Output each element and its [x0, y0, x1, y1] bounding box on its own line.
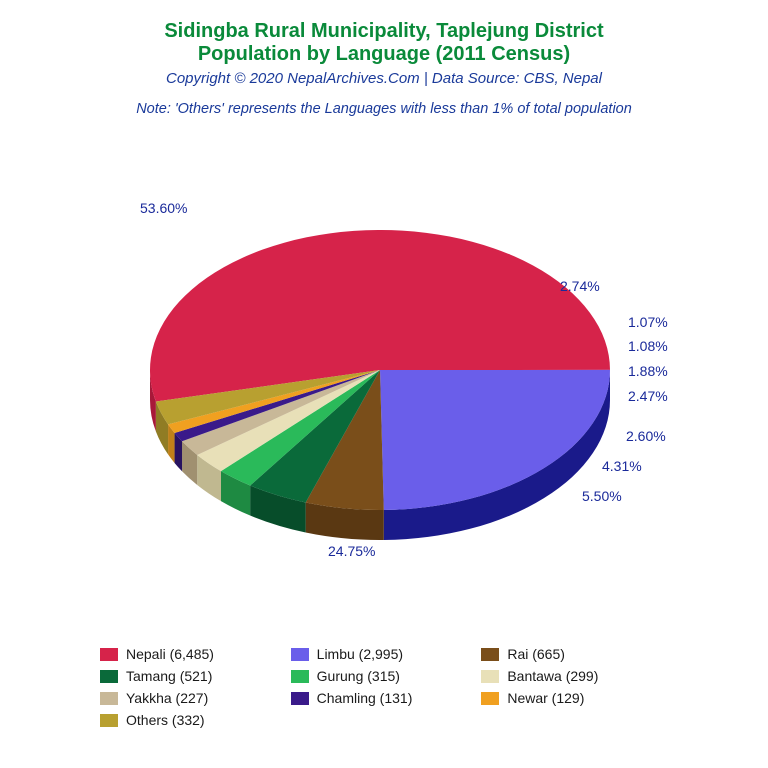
- legend-swatch: [100, 692, 118, 705]
- legend-label: Others (332): [126, 712, 205, 728]
- pct-label: 2.74%: [560, 278, 600, 294]
- pct-label: 4.31%: [602, 458, 642, 474]
- pct-label: 1.07%: [628, 314, 668, 330]
- title-block: Sidingba Rural Municipality, Taplejung D…: [0, 0, 768, 117]
- legend-item: Yakkha (227): [100, 690, 279, 706]
- legend-label: Limbu (2,995): [317, 646, 403, 662]
- title-line-1: Sidingba Rural Municipality, Taplejung D…: [0, 20, 768, 43]
- pct-label: 2.47%: [628, 388, 668, 404]
- legend-label: Rai (665): [507, 646, 565, 662]
- pct-label: 53.60%: [140, 200, 187, 216]
- legend-label: Tamang (521): [126, 668, 212, 684]
- legend-label: Bantawa (299): [507, 668, 598, 684]
- legend-swatch: [100, 648, 118, 661]
- pct-label: 5.50%: [582, 488, 622, 504]
- pie-chart: 53.60% 24.75% 5.50% 4.31% 2.60% 2.47% 1.88% 1.0…: [0, 160, 768, 580]
- legend-item: Nepali (6,485): [100, 646, 279, 662]
- legend-item: Tamang (521): [100, 668, 279, 684]
- title-line-2: Population by Language (2011 Census): [0, 43, 768, 66]
- note: Note: 'Others' represents the Languages …: [0, 101, 768, 117]
- legend: Nepali (6,485) Limbu (2,995) Rai (665) Tama…: [100, 646, 660, 728]
- legend-label: Nepali (6,485): [126, 646, 214, 662]
- pct-label: 24.75%: [328, 543, 375, 559]
- subtitle: Copyright © 2020 NepalArchives.Com | Dat…: [0, 70, 768, 87]
- legend-item: Limbu (2,995): [291, 646, 470, 662]
- legend-swatch: [100, 714, 118, 727]
- legend-label: Newar (129): [507, 690, 584, 706]
- legend-item: Gurung (315): [291, 668, 470, 684]
- pct-label: 1.88%: [628, 363, 668, 379]
- legend-item: Rai (665): [481, 646, 660, 662]
- legend-label: Yakkha (227): [126, 690, 208, 706]
- legend-swatch: [291, 648, 309, 661]
- legend-label: Gurung (315): [317, 668, 400, 684]
- legend-swatch: [100, 670, 118, 683]
- pct-label: 1.08%: [628, 338, 668, 354]
- legend-swatch: [291, 670, 309, 683]
- legend-item: Bantawa (299): [481, 668, 660, 684]
- legend-item: Chamling (131): [291, 690, 470, 706]
- legend-swatch: [291, 692, 309, 705]
- legend-item: Others (332): [100, 712, 279, 728]
- legend-label: Chamling (131): [317, 690, 413, 706]
- legend-item: Newar (129): [481, 690, 660, 706]
- pie-slice: [380, 370, 610, 510]
- legend-swatch: [481, 692, 499, 705]
- legend-swatch: [481, 670, 499, 683]
- pct-label: 2.60%: [626, 428, 666, 444]
- legend-swatch: [481, 648, 499, 661]
